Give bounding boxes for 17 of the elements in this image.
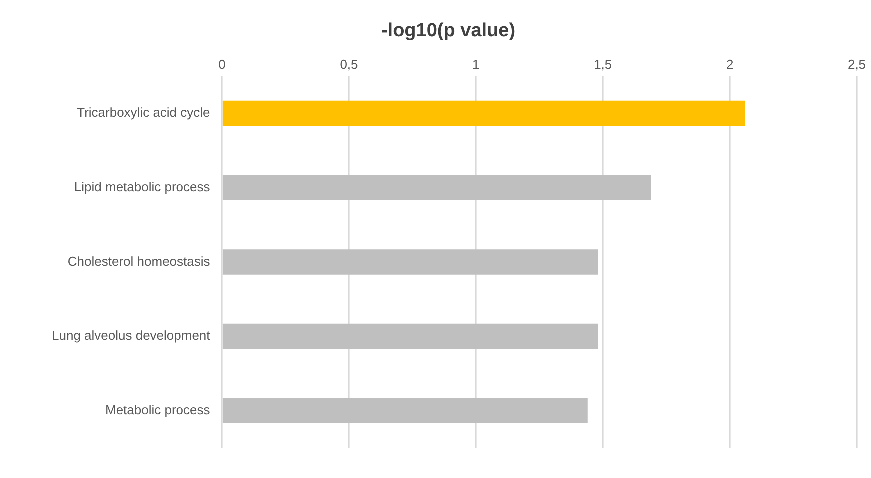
x-tick-label: 0 [218, 57, 226, 72]
y-tick-label: Metabolic process [106, 402, 211, 418]
y-tick-label: Lung alveolus development [52, 328, 211, 344]
bar [222, 100, 746, 126]
y-tick-label: Cholesterol homeostasis [68, 254, 211, 269]
x-tick-label: 0,5 [340, 57, 358, 72]
bar [222, 398, 588, 424]
x-tick-label: 1 [472, 57, 480, 72]
bar [222, 324, 598, 350]
bar [222, 250, 598, 275]
x-tick-label: 1,5 [594, 57, 612, 72]
chart-title: -log10(p value) [381, 20, 516, 42]
x-tick-label: 2,5 [848, 57, 866, 72]
x-tick-label: 2 [726, 57, 734, 72]
y-tick-label: Lipid metabolic process [74, 179, 211, 194]
bar [222, 175, 652, 201]
y-tick-label: Tricarboxylic acid cycle [77, 105, 210, 120]
